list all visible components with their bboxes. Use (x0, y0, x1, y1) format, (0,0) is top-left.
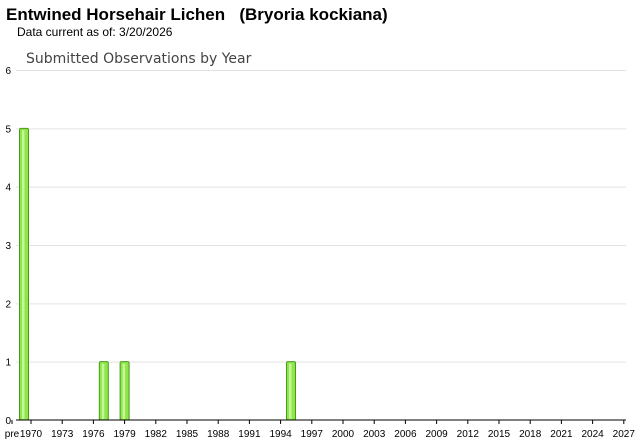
x-tick-label: 1985 (176, 429, 199, 440)
bars (19, 127, 296, 421)
x-tick-label: 1976 (82, 429, 105, 440)
x-tick-label: 2024 (581, 429, 604, 440)
x-axis-ticks: pre 1970 1973 1976 1979 1982 1985 1988 1991 1994 1… (5, 420, 636, 440)
y-tick-label: 2 (5, 299, 11, 310)
x-tick-label: 2018 (519, 429, 542, 440)
y-axis-ticks: 0 1 2 3 4 5 6 (5, 66, 11, 427)
x-tick-label: 2009 (425, 429, 448, 440)
y-tick-label: 6 (5, 66, 11, 77)
x-tick-label: 1982 (145, 429, 168, 440)
x-tick-label: 1994 (269, 429, 292, 440)
x-tick-label: 2000 (332, 429, 355, 440)
x-tick-label: 2006 (394, 429, 417, 440)
x-tick-label: 1979 (113, 429, 136, 440)
y-tick-label: 4 (5, 183, 11, 194)
x-tick-label: 1997 (301, 429, 324, 440)
y-tick-label: 3 (5, 241, 11, 252)
x-tick-label: 1970 (20, 429, 43, 440)
bar-highlight (101, 363, 105, 419)
x-tick-label: 2015 (488, 429, 511, 440)
y-tick-label: 0 (5, 416, 11, 427)
x-tick-label: 2003 (363, 429, 386, 440)
page-title: Entwined Horsehair Lichen (Bryoria kocki… (6, 5, 388, 24)
bar-highlight (289, 363, 292, 419)
x-tick-label: 2027 (613, 429, 636, 440)
bar-highlight (22, 130, 25, 420)
y-tick-label: 5 (5, 124, 11, 135)
x-tick-label: pre (5, 429, 20, 440)
x-tick-label: 2021 (550, 429, 573, 440)
x-tick-label: 1988 (207, 429, 230, 440)
gridlines (16, 70, 626, 363)
chart-title: Submitted Observations by Year (26, 51, 252, 67)
x-tick-label: 2012 (457, 429, 480, 440)
y-tick-label: 1 (5, 358, 11, 369)
x-tick-label: 1991 (238, 429, 261, 440)
bar-highlight (122, 363, 126, 419)
data-current-date: Data current as of: 3/20/2026 (17, 25, 173, 39)
x-tick-label: 1973 (51, 429, 74, 440)
